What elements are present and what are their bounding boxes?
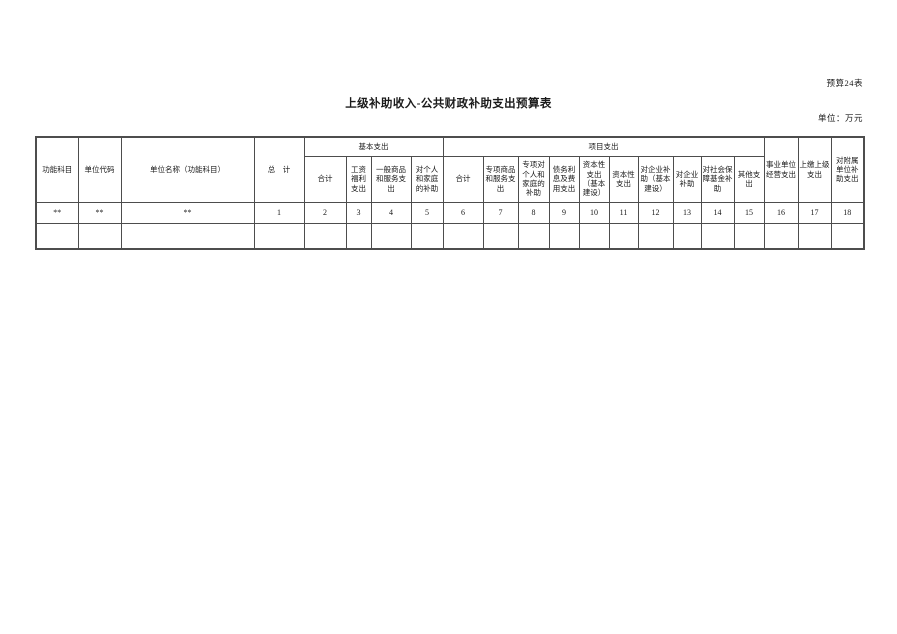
data-cell (517, 222, 550, 250)
index-cell: ** (35, 201, 79, 224)
header-row-groups: 功能科目 单位代码 单位名称（功能科目） 总 计 基本支出 项目支出 事业单位经… (35, 136, 865, 203)
index-cell: 10 (578, 201, 610, 224)
index-cell: 15 (733, 201, 765, 224)
data-cell (345, 222, 372, 250)
col-header-unit-name: 单位名称（功能科目） (120, 136, 255, 203)
data-cell (637, 222, 674, 250)
index-cell: 13 (672, 201, 702, 224)
index-cell: 8 (517, 201, 550, 224)
data-cell (672, 222, 702, 250)
data-cell (797, 222, 832, 250)
data-cell (370, 222, 412, 250)
index-cell: ** (120, 201, 255, 224)
page-title: 上级补助收入-公共财政补助支出预算表 (345, 98, 552, 110)
data-cell (253, 222, 305, 250)
col-header-project-capital: 资本性支出 (608, 155, 639, 203)
index-cell: 2 (303, 201, 347, 224)
header-row-subcolumns: 合计 工资福利支出 一般商品和服务支出 对个人和家庭的补助 合计 专项商品和服务… (36, 155, 864, 203)
index-cell: 7 (482, 201, 519, 224)
data-cell (608, 222, 639, 250)
index-cell: 3 (345, 201, 372, 224)
index-cell: 17 (797, 201, 832, 224)
data-cell (700, 222, 735, 250)
column-index-row: ** ** ** 1 2 3 4 5 6 7 8 9 10 11 12 13 1… (35, 201, 865, 224)
col-header-affiliated-subsidy: 对附属单位补助支出 (830, 136, 865, 203)
data-cell (120, 222, 255, 250)
group-header-project-expenditure: 项目支出 (442, 136, 765, 157)
index-cell: 12 (637, 201, 674, 224)
data-cell (35, 222, 79, 250)
col-header-basic-individual-family: 对个人和家庭的补助 (410, 155, 444, 203)
data-cell (303, 222, 347, 250)
col-header-project-goods-services: 专项商品和服务支出 (482, 155, 519, 203)
col-header-project-other: 其他支出 (733, 155, 765, 203)
empty-data-row (35, 222, 865, 250)
col-header-remit-upper: 上缴上级支出 (797, 136, 832, 203)
col-header-func-subject: 功能科目 (35, 136, 79, 203)
index-cell: 11 (608, 201, 639, 224)
col-header-project-enterprise-subsidy: 对企业补助 (672, 155, 702, 203)
col-header-unit-code: 单位代码 (77, 136, 122, 203)
col-header-project-capital-basic-construction: 资本性支出（基本建设） (578, 155, 610, 203)
index-cell: 16 (763, 201, 799, 224)
col-header-basic-total: 合计 (303, 155, 347, 203)
data-cell (77, 222, 122, 250)
data-cell (482, 222, 519, 250)
index-cell: 18 (830, 201, 865, 224)
col-header-project-individual-family: 专项对个人和家庭的补助 (517, 155, 550, 203)
index-cell: 5 (410, 201, 444, 224)
data-cell (763, 222, 799, 250)
unit-note: 单位：万元 (817, 113, 863, 123)
data-cell (442, 222, 484, 250)
col-header-operating-expenditure: 事业单位经营支出 (763, 136, 799, 203)
col-header-project-debt-interest: 债务利息及费用支出 (548, 155, 580, 203)
index-cell: 6 (442, 201, 484, 224)
sheet-number-label: 预算24表 (826, 78, 863, 88)
data-cell (410, 222, 444, 250)
data-cell (733, 222, 765, 250)
col-header-basic-goods-services: 一般商品和服务支出 (370, 155, 412, 203)
group-header-basic-expenditure: 基本支出 (303, 136, 444, 157)
col-header-project-social-security-fund: 对社会保障基金补助 (700, 155, 735, 203)
col-header-project-total: 合计 (442, 155, 484, 203)
col-header-basic-wage-welfare: 工资福利支出 (345, 155, 372, 203)
data-cell (830, 222, 865, 250)
budget-table: 功能科目 单位代码 单位名称（功能科目） 总 计 基本支出 项目支出 事业单位经… (35, 136, 866, 250)
data-cell (548, 222, 580, 250)
index-cell: 14 (700, 201, 735, 224)
index-cell: 9 (548, 201, 580, 224)
col-header-project-enterprise-subsidy-basic-construction: 对企业补助（基本建设） (637, 155, 674, 203)
col-header-grand-total: 总 计 (253, 136, 305, 203)
index-cell: ** (77, 201, 122, 224)
index-cell: 1 (253, 201, 305, 224)
data-cell (578, 222, 610, 250)
index-cell: 4 (370, 201, 412, 224)
